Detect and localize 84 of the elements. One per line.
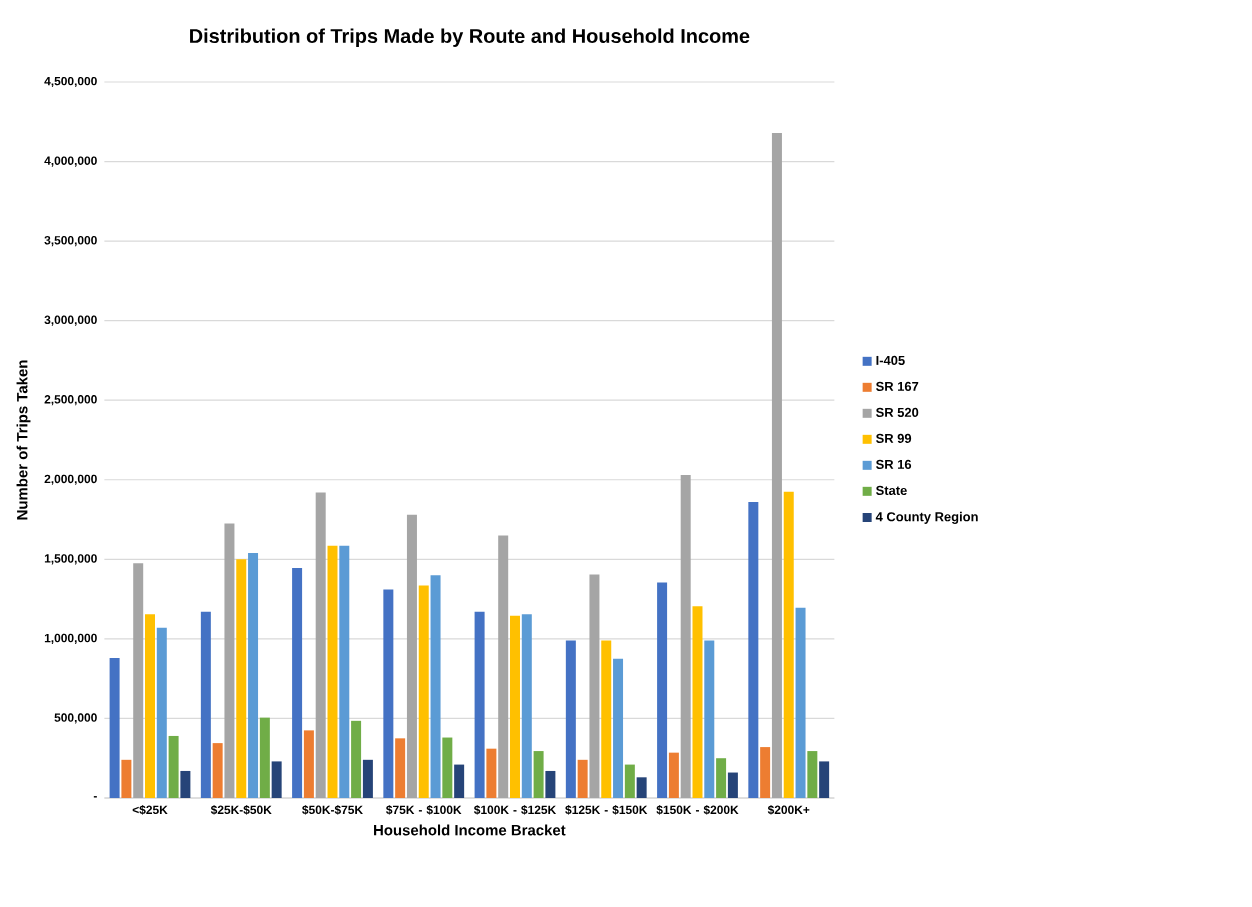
bar: [156, 627, 167, 798]
bar: [771, 132, 782, 798]
legend-label: 4 County Region: [875, 511, 978, 524]
bar: [351, 720, 362, 798]
bar: [292, 568, 303, 798]
bar: [692, 606, 703, 798]
bar: [636, 777, 647, 798]
x-tick-label: $75K - $100K: [386, 805, 462, 815]
bar: [454, 764, 465, 798]
bar: [383, 589, 394, 798]
y-tick-label: 500,000: [54, 713, 97, 724]
bar: [601, 640, 612, 798]
bar: [362, 759, 373, 798]
bar: [577, 759, 588, 798]
bar: [168, 735, 179, 798]
x-tick-label: $200K+: [767, 805, 810, 815]
legend-label: State: [876, 485, 907, 495]
bar: [395, 738, 406, 798]
bar: [795, 607, 806, 798]
y-tick-label: 1,000,000: [44, 633, 97, 644]
bar: [807, 751, 818, 798]
y-tick-label: 1,500,000: [44, 554, 97, 565]
legend-label: SR 99: [876, 433, 912, 443]
bar: [271, 761, 282, 798]
legend-label: I-405: [876, 355, 905, 365]
bar: [315, 492, 326, 798]
bar: [668, 752, 679, 798]
bar: [212, 743, 223, 798]
y-tick-label: 3,000,000: [44, 315, 97, 326]
bar: [180, 770, 191, 798]
y-tick-label: 3,500,000: [44, 236, 97, 247]
legend-label: SR 520: [876, 407, 919, 417]
bar: [680, 475, 691, 798]
bar: [545, 770, 556, 798]
bar: [303, 730, 314, 798]
bar: [145, 614, 155, 798]
bar: [533, 751, 544, 798]
x-tick-label: $125K - $150K: [565, 805, 648, 815]
bar: [613, 658, 624, 798]
bar: [327, 545, 338, 798]
x-tick-label: $25K-$50K: [210, 805, 272, 815]
bar: [109, 657, 120, 798]
y-tick-label: 4,000,000: [44, 156, 97, 167]
bar: [442, 737, 453, 798]
chart-title: Distribution of Trips Made by Route and Household Income: [190, 28, 750, 47]
bar: [498, 535, 509, 798]
bar: [418, 585, 429, 798]
bar: [565, 640, 576, 798]
y-axis-title: Number of Trips Taken: [16, 360, 31, 520]
bar: [121, 759, 132, 798]
x-tick-label: $150K - $200K: [656, 805, 739, 815]
x-tick-label: $100K - $125K: [473, 805, 557, 815]
x-axis-title: Household Income Bracket: [374, 824, 566, 836]
bar: [406, 514, 417, 798]
bar: [339, 545, 350, 798]
bar: [133, 563, 144, 798]
bar: [474, 611, 485, 798]
bar: [486, 748, 497, 798]
legend-label: SR 16: [876, 459, 912, 469]
bar: [657, 582, 668, 798]
bar: [430, 575, 441, 798]
y-tick-label: 2,500,000: [44, 395, 97, 406]
bar: [200, 611, 211, 798]
legend-label: SR 167: [876, 381, 919, 391]
bar: [819, 761, 830, 798]
bar: [760, 747, 771, 798]
bar: [704, 640, 715, 798]
bar: [589, 574, 600, 798]
y-tick-label: 2,000,000: [44, 474, 97, 485]
bar: [716, 758, 727, 798]
bar: [509, 615, 520, 798]
bar: [783, 491, 794, 798]
bar: [521, 614, 532, 798]
bar: [259, 717, 270, 798]
y-tick-label: -: [93, 796, 97, 798]
bar: [248, 552, 259, 798]
bar: [727, 772, 738, 798]
y-tick-label: 4,500,000: [44, 76, 97, 88]
bar: [748, 502, 759, 798]
x-tick-label: $50K-$75K: [302, 805, 363, 815]
bar: [624, 764, 635, 798]
bar: [236, 559, 247, 798]
x-tick-label: <$25K: [132, 805, 168, 815]
bar: [224, 523, 235, 798]
